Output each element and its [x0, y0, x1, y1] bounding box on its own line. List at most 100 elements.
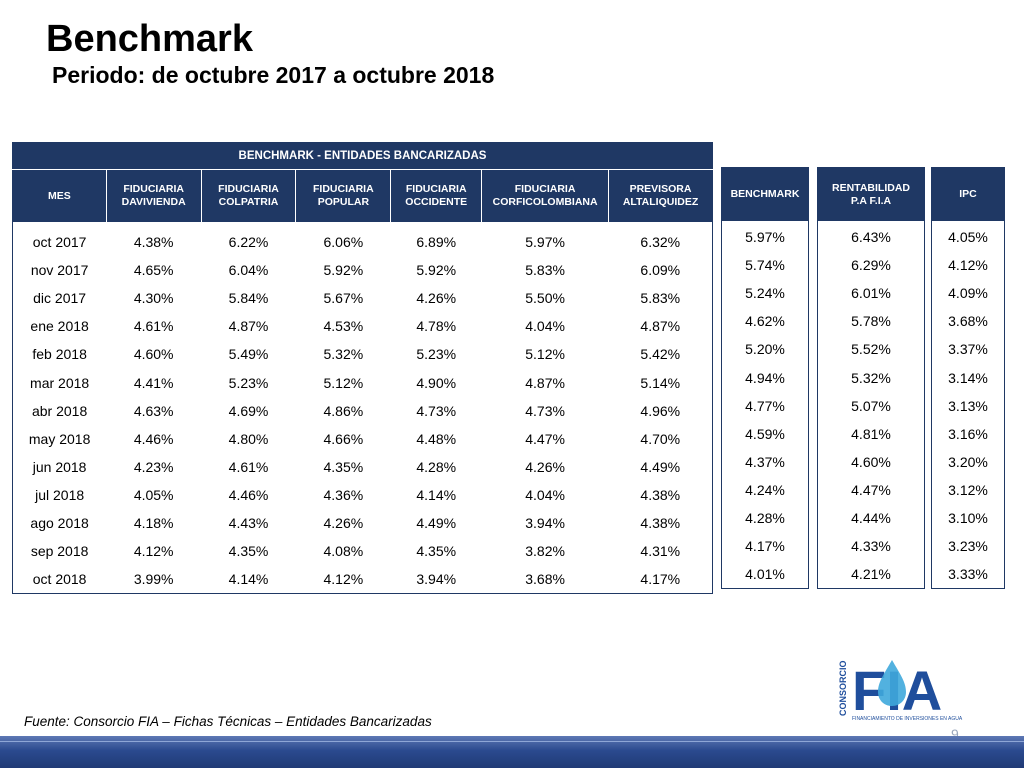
- value-cell: 5.12%: [323, 374, 364, 391]
- value-cell: 4.87%: [640, 318, 681, 335]
- value-cell: 5.83%: [640, 290, 681, 307]
- header-line: P.A F.I.A: [850, 194, 892, 207]
- value-cell: 4.14%: [228, 571, 269, 588]
- value-cell: 6.09%: [640, 262, 681, 279]
- table-row: 6.29%: [818, 251, 925, 279]
- table-row: 3.10%: [932, 504, 1005, 532]
- header-line: MES: [47, 189, 71, 202]
- table-row: 4.24%: [722, 476, 809, 504]
- value-cell: 4.62%: [745, 313, 785, 330]
- value-cell: 5.50%: [525, 290, 565, 307]
- table-row: 4.94%: [722, 363, 809, 391]
- header-line: RENTABILIDAD: [832, 181, 910, 194]
- value-cell: 4.12%: [323, 571, 364, 588]
- value-cell: 5.12%: [525, 346, 565, 363]
- page-title: Benchmark: [46, 18, 253, 60]
- value-cell: 6.32%: [640, 234, 681, 251]
- table-row: 3.20%: [932, 448, 1005, 476]
- value-cell: 4.69%: [228, 402, 269, 419]
- value-cell: 4.47%: [851, 481, 891, 498]
- table-row: 4.17%: [722, 532, 809, 560]
- value-cell: 4.37%: [745, 453, 785, 470]
- source-note: Fuente: Consorcio FIA – Fichas Técnicas …: [24, 714, 432, 729]
- table-row: 4.60%: [818, 448, 925, 476]
- table-row: 4.59%: [722, 420, 809, 448]
- table-row: abr 2018 4.63% 4.69% 4.86% 4.73% 4.73% 4.96%: [13, 397, 713, 425]
- month-cell: oct 2018: [32, 571, 87, 588]
- table-row: 4.01%: [722, 560, 809, 589]
- month-cell: ene 2018: [30, 318, 89, 335]
- table-row: jun 2018 4.23% 4.61% 4.35% 4.28% 4.26% 4.49%: [13, 453, 713, 481]
- table-row: oct 2017 4.38% 6.22% 6.06% 6.89% 5.97% 6.32%: [13, 228, 713, 256]
- value-cell: 4.31%: [640, 543, 681, 560]
- table-row: 6.01%: [818, 279, 925, 307]
- main-table-body: oct 2017 4.38% 6.22% 6.06% 6.89% 5.97% 6.32% no…: [13, 222, 713, 594]
- table-row: 3.23%: [932, 532, 1005, 560]
- value-cell: 4.44%: [851, 509, 891, 526]
- table-row: may 2018 4.46% 4.80% 4.66% 4.48% 4.47% 4.70%: [13, 425, 713, 453]
- ipc-table: IPC 4.05% 4.12% 4.09% 3.68% 3.37% 3.14% 3.13% 3…: [931, 167, 1005, 590]
- table-row: 5.74%: [722, 251, 809, 279]
- value-cell: 6.29%: [851, 257, 891, 274]
- value-cell: 3.14%: [948, 369, 988, 386]
- value-cell: 4.36%: [323, 486, 364, 503]
- logo-vertical-text: CONSORCIO: [838, 660, 848, 716]
- consorcio-fia-logo: CONSORCIO FIA FINANCIAMIENTO DE INVERSIO…: [838, 659, 963, 722]
- table-row: sep 2018 4.12% 4.35% 4.08% 4.35% 3.82% 4.31%: [13, 537, 713, 565]
- table-row: 4.21%: [818, 560, 925, 589]
- value-cell: 4.09%: [948, 285, 988, 302]
- value-cell: 4.41%: [133, 374, 174, 391]
- value-cell: 5.24%: [745, 285, 785, 302]
- value-cell: 4.59%: [745, 425, 785, 442]
- month-cell: mar 2018: [30, 374, 90, 391]
- rentabilidad-table: RENTABILIDAD P.A F.I.A 6.43% 6.29% 6.01% 5.7…: [817, 167, 925, 590]
- value-cell: 4.17%: [640, 571, 681, 588]
- value-cell: 3.13%: [948, 397, 988, 414]
- value-cell: 4.21%: [851, 566, 891, 583]
- value-cell: 4.28%: [416, 458, 457, 475]
- value-cell: 4.38%: [640, 486, 681, 503]
- month-cell: oct 2017: [32, 234, 87, 251]
- table-row: dic 2017 4.30% 5.84% 5.67% 4.26% 5.50% 5.83%: [13, 284, 713, 312]
- value-cell: 4.35%: [228, 543, 269, 560]
- header-line: FIDUCIARIA: [514, 183, 576, 195]
- value-cell: 5.92%: [323, 262, 364, 279]
- table-row: 4.33%: [818, 532, 925, 560]
- value-cell: 3.33%: [948, 566, 988, 583]
- header-line: CORFICOLOMBIANA: [492, 196, 598, 208]
- month-cell: ago 2018: [30, 514, 89, 531]
- value-cell: 6.04%: [228, 262, 269, 279]
- value-cell: 4.12%: [948, 257, 988, 274]
- ipc-body: 4.05% 4.12% 4.09% 3.68% 3.37% 3.14% 3.13% 3.16%…: [932, 221, 1005, 589]
- table-row: 5.78%: [818, 307, 925, 335]
- value-cell: 4.05%: [133, 486, 174, 503]
- value-cell: 4.26%: [416, 290, 457, 307]
- column-header: FIDUCIARIA COLPATRIA: [200, 169, 296, 222]
- benchmark-table: BENCHMARK 5.97% 5.74% 5.24% 4.62% 5.20% 4.94%…: [721, 167, 809, 590]
- value-cell: 4.87%: [228, 318, 269, 335]
- column-header: FIDUCIARIA CORFICOLOMBIANA: [481, 169, 609, 222]
- value-cell: 4.46%: [228, 486, 269, 503]
- value-cell: 3.94%: [525, 514, 565, 531]
- value-cell: 3.94%: [416, 571, 457, 588]
- value-cell: 3.20%: [948, 453, 988, 470]
- column-header-row: MES FIDUCIARIA DAVIVIENDA FIDUCIARIA COLPATR…: [12, 169, 713, 222]
- value-cell: 4.33%: [851, 538, 891, 555]
- table-row: 3.13%: [932, 392, 1005, 420]
- header-line: IPC: [959, 188, 977, 200]
- value-cell: 4.28%: [745, 509, 785, 526]
- value-cell: 5.83%: [525, 262, 565, 279]
- column-header: FIDUCIARIA OCCIDENTE: [390, 169, 482, 222]
- value-cell: 3.82%: [525, 543, 565, 560]
- value-cell: 6.43%: [851, 229, 891, 246]
- table-row: 5.24%: [722, 279, 809, 307]
- table-row: 4.81%: [818, 420, 925, 448]
- value-cell: 4.81%: [851, 425, 891, 442]
- value-cell: 4.49%: [640, 458, 681, 475]
- table-row: 4.05%: [932, 223, 1005, 251]
- benchmark-header: BENCHMARK: [721, 167, 809, 221]
- value-cell: 3.99%: [133, 571, 174, 588]
- rentabilidad-body: 6.43% 6.29% 6.01% 5.78% 5.52% 5.32% 5.07% 4.81%…: [818, 221, 925, 589]
- table-row: 5.97%: [722, 223, 809, 251]
- header-line: ALTALIQUIDEZ: [622, 196, 699, 208]
